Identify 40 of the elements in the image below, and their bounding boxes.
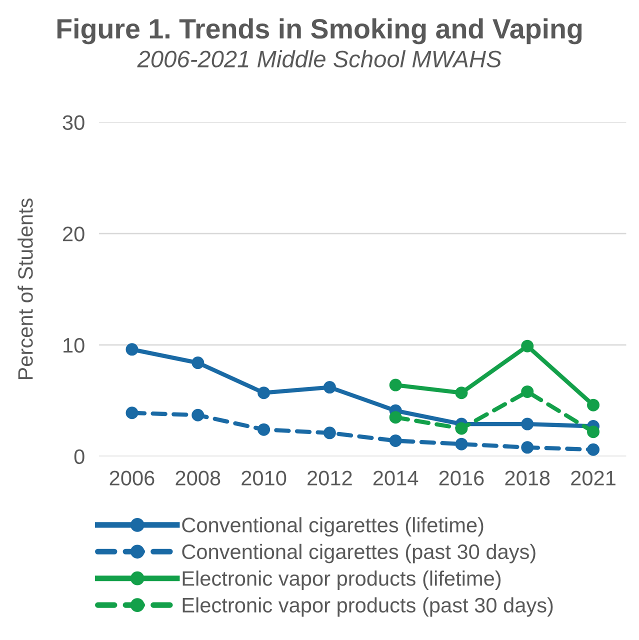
x-tick-label: 2008 bbox=[176, 470, 220, 486]
legend-label: Electronic vapor products (lifetime) bbox=[182, 570, 501, 590]
point bbox=[587, 443, 600, 456]
chart-subtitle: 2006-2021 Middle School MWAHS bbox=[137, 50, 502, 68]
point bbox=[455, 438, 468, 450]
point bbox=[455, 422, 468, 435]
x-tick-label: 2012 bbox=[308, 470, 352, 486]
point bbox=[521, 340, 534, 352]
point bbox=[126, 343, 138, 356]
point bbox=[587, 426, 600, 438]
chart-title: Figure 1. Trends in Smoking and Vaping bbox=[57, 18, 582, 44]
y-axis-title: Percent of Students bbox=[18, 198, 33, 380]
point bbox=[587, 398, 600, 412]
point bbox=[521, 441, 534, 454]
point bbox=[126, 406, 138, 420]
point bbox=[521, 385, 534, 398]
point bbox=[323, 426, 336, 440]
point bbox=[192, 356, 204, 370]
point bbox=[258, 386, 270, 400]
point bbox=[389, 411, 402, 424]
point bbox=[323, 381, 336, 394]
point bbox=[455, 386, 468, 400]
point bbox=[389, 434, 402, 447]
y-tick-label: 0 bbox=[74, 449, 84, 464]
x-tick-label: 2021 bbox=[571, 470, 616, 486]
legend-label: Conventional cigarettes (lifetime) bbox=[182, 517, 484, 537]
point bbox=[192, 408, 204, 422]
point bbox=[389, 378, 402, 392]
x-tick-label: 2018 bbox=[505, 470, 550, 486]
x-tick-label: 2016 bbox=[439, 470, 484, 486]
point bbox=[521, 418, 534, 430]
x-tick-label: 2006 bbox=[110, 470, 154, 486]
y-tick-label: 30 bbox=[62, 115, 84, 130]
y-tick-label: 10 bbox=[64, 338, 84, 353]
point bbox=[258, 423, 270, 436]
x-tick-label: 2010 bbox=[242, 470, 286, 486]
y-tick-label: 20 bbox=[63, 226, 84, 242]
legend-label: Conventional cigarettes (past 30 days) bbox=[182, 544, 536, 564]
x-tick-label: 2014 bbox=[373, 470, 418, 486]
legend-label: Electronic vapor products (past 30 days) bbox=[182, 597, 553, 617]
